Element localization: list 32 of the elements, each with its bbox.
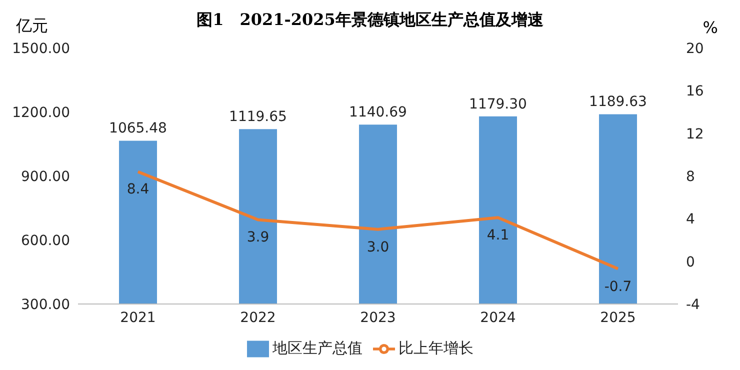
y2-tick-label: 16 xyxy=(686,84,704,100)
x-tick-label: 2024 xyxy=(480,310,516,326)
y2-tick-label: 20 xyxy=(686,40,704,57)
y2-tick-label: -4 xyxy=(686,296,700,313)
y2-tick-label: 4 xyxy=(686,212,695,228)
y-tick-label: 300.00 xyxy=(21,296,70,313)
data-label: 1189.63 xyxy=(589,94,647,110)
data-label: 8.4 xyxy=(126,182,150,198)
y2-tick-label: 0 xyxy=(686,254,695,270)
data-label: 3.9 xyxy=(246,230,270,246)
legend-label: 比上年增长 xyxy=(398,339,474,358)
y-tick-label: 900.00 xyxy=(21,168,70,185)
data-label: 1065.48 xyxy=(109,120,167,137)
y-tick-label: 600.00 xyxy=(21,232,70,249)
data-label: 3.0 xyxy=(366,239,390,256)
x-tick-label: 2023 xyxy=(360,310,396,326)
y-tick-label: 1500.00 xyxy=(12,40,70,57)
y-tick-label: 1200.00 xyxy=(12,104,70,121)
y-axis-title: 亿元 xyxy=(16,16,48,37)
x-tick-label: 2021 xyxy=(120,310,156,326)
y2-tick-label: 8 xyxy=(686,168,695,185)
data-label: 1140.69 xyxy=(349,104,407,121)
x-tick-label: 2022 xyxy=(240,310,276,326)
x-tick-label: 2025 xyxy=(600,310,636,326)
legend-label: 地区生产总值 xyxy=(272,339,362,358)
data-label: 1119.65 xyxy=(229,109,287,126)
data-label: 1179.30 xyxy=(469,96,527,112)
chart-title: 图1 2021-2025年景德镇地区生产总值及增速 xyxy=(196,10,544,29)
data-label: -0.7 xyxy=(604,278,632,295)
data-label: 4.1 xyxy=(486,228,510,244)
y2-axis-title: % xyxy=(702,18,718,37)
y2-tick-label: 12 xyxy=(686,126,704,142)
